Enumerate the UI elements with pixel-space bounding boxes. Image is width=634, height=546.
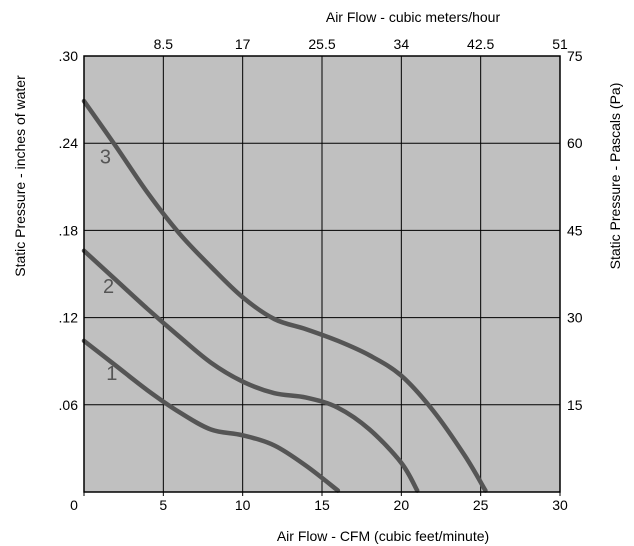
grid-lines [84, 56, 560, 492]
y-tick-label: .06 [59, 397, 79, 413]
series-labels: 1 2 3 [100, 147, 117, 386]
x2-tick-label: 8.5 [154, 36, 174, 52]
x-tick-label: 10 [235, 497, 251, 513]
x-tick-label: 5 [159, 497, 167, 513]
y-tick-label: .24 [59, 135, 79, 151]
series-label-2: 2 [103, 276, 114, 298]
series-label-1: 1 [106, 363, 117, 385]
x-tick-label: 20 [394, 497, 410, 513]
x-tick-label: 30 [552, 497, 568, 513]
tick-labels: 0 5 10 15 20 25 30 8.5 17 25.5 34 42.5 51 .06 .12 .18 .2… [59, 36, 583, 513]
series-label-3: 3 [100, 147, 111, 169]
y2-tick-label: 15 [567, 397, 583, 413]
y2-tick-label: 30 [567, 310, 583, 326]
y2-tick-label: 45 [567, 222, 583, 238]
y-axis-label: Static Pressure - inches of water [12, 75, 28, 277]
series-lines [81, 98, 488, 493]
x-tick-label: 15 [314, 497, 330, 513]
y-tick-label: .12 [59, 310, 79, 326]
x2-tick-label: 34 [394, 36, 410, 52]
x2-tick-label: 17 [235, 36, 251, 52]
x2-tick-label: 42.5 [467, 36, 494, 52]
y-tick-label: .30 [59, 48, 79, 64]
y2-tick-label: 75 [567, 48, 583, 64]
series-line-1 [81, 338, 341, 493]
x-axis-label: Air Flow - CFM (cubic feet/minute) [277, 528, 489, 544]
x2-tick-label: 25.5 [308, 36, 335, 52]
y-tick-label: .18 [59, 222, 79, 238]
x2-tick-label: 51 [552, 36, 568, 52]
x-tick-label: 0 [70, 497, 78, 513]
x2-axis-label: Air Flow - cubic meters/hour [326, 9, 501, 25]
series-line-2 [81, 248, 420, 493]
y2-tick-label: 60 [567, 135, 583, 151]
series-line-3 [81, 98, 488, 493]
x-tick-label: 25 [473, 497, 489, 513]
y2-axis-label: Static Pressure - Pascals (Pa) [607, 83, 623, 270]
